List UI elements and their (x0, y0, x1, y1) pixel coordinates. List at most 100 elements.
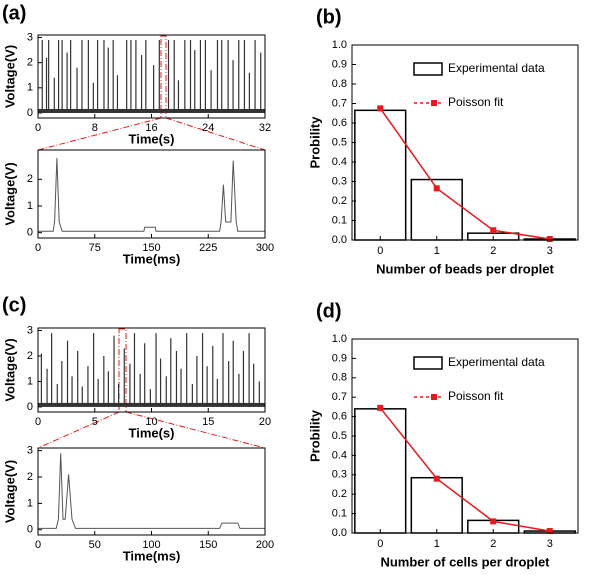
zoom-region (118, 328, 127, 413)
y-tick-label: 0.0 (332, 527, 347, 539)
legend-label: Experimental data (448, 355, 545, 369)
fit-marker (546, 528, 553, 535)
fit-marker (433, 475, 440, 482)
x-tick-label: 3 (547, 538, 553, 550)
y-tick-label: 3 (27, 31, 33, 43)
zoom-connector (37, 117, 162, 151)
panel-label: (b) (316, 6, 342, 28)
panel-label: (d) (316, 300, 342, 322)
fit-line (379, 407, 550, 532)
x-tick-label: 5 (92, 416, 98, 428)
zoom-connector (165, 117, 266, 151)
panel: (d) 0.0 0.1 0.2 0.3 0.4 0.5 0.6 0.7 0.8 0.9 1.0 0 1 2 3… (307, 300, 579, 569)
bar (354, 109, 407, 241)
y-tick-label: 0.0 (332, 234, 347, 246)
y-tick-label: 0 (27, 227, 33, 239)
y-tick-label: 2 (27, 57, 33, 69)
panel: 0 1 2 3 0 50 100 150 200 Time(ms) Voltage(V) (2, 445, 274, 564)
x-tick-label: 0 (35, 242, 41, 254)
y-tick-label: 0 (27, 524, 33, 536)
x-tick-label: 0 (35, 122, 41, 134)
x-tick-label: 100 (142, 539, 160, 551)
x-axis-title: Time(s) (129, 425, 175, 440)
y-tick-label: 0.3 (332, 469, 347, 481)
y-axis-title: Voltage(V) (2, 338, 17, 401)
x-axis-title: Time(ms) (123, 548, 181, 563)
y-tick-label: 2 (27, 173, 33, 185)
y-tick-label: 0.1 (332, 508, 347, 520)
y-tick-label: 0.6 (332, 411, 347, 423)
panel: (a) 0 1 2 3 0 8 16 24 32 Time(s) Voltage(V) (2, 2, 271, 146)
panel-label: (c) (2, 294, 26, 316)
y-tick-label: 0.5 (332, 430, 347, 442)
y-tick-label: 0.6 (332, 117, 347, 129)
x-tick-label: 200 (256, 539, 274, 551)
fit-marker (490, 518, 497, 525)
plot-frame (351, 44, 579, 241)
x-axis-title: Time(s) (129, 131, 175, 146)
legend-label: Poisson fit (448, 389, 504, 403)
y-tick-label: 0.7 (332, 391, 347, 403)
x-tick-label: 3 (547, 245, 553, 257)
y-tick-label: 1 (27, 200, 33, 212)
y-axis-title: Probility (307, 409, 322, 462)
x-axis-title: Number of cells per droplet (380, 554, 550, 569)
legend-swatch (413, 62, 443, 76)
legend-swatch (413, 356, 443, 370)
y-tick-label: 0.4 (332, 449, 347, 461)
y-tick-label: 0 (27, 401, 33, 413)
fit-marker (377, 404, 384, 411)
zoom-connector (125, 411, 266, 449)
x-tick-label: 1 (434, 538, 440, 550)
x-tick-label: 8 (92, 122, 98, 134)
x-tick-label: 0 (35, 539, 41, 551)
zoom-region (160, 35, 167, 119)
y-tick-label: 0.5 (332, 136, 347, 148)
baseline-noise (38, 108, 265, 113)
x-tick-label: 75 (89, 242, 101, 254)
y-tick-label: 0.2 (332, 488, 347, 500)
plot-frame (37, 447, 266, 536)
x-tick-label: 300 (256, 242, 274, 254)
trace (38, 157, 265, 232)
y-tick-label: 1.0 (332, 333, 347, 345)
y-axis-title: Voltage(V) (2, 45, 17, 108)
y-tick-label: 0.9 (332, 58, 347, 70)
plot-frame (37, 34, 266, 119)
panel: 0 1 2 0 75 150 225 300 Time(ms) Voltage(V) (2, 149, 274, 266)
fit-marker (546, 236, 553, 243)
y-tick-label: 2 (27, 471, 33, 483)
x-tick-label: 2 (490, 538, 496, 550)
panel: (c) 0 1 2 3 0 5 10 15 20 Time(s) Voltage(V) (2, 294, 271, 440)
y-tick-label: 0.4 (332, 156, 347, 168)
x-axis-title: Number of beads per droplet (376, 261, 554, 276)
y-tick-label: 0.3 (332, 175, 347, 187)
y-axis-title: Voltage(V) (2, 460, 17, 523)
plot-frame (37, 327, 266, 413)
x-tick-label: 2 (490, 245, 496, 257)
x-tick-label: 50 (89, 539, 101, 551)
x-axis-title: Time(ms) (123, 251, 181, 266)
x-tick-label: 225 (199, 242, 217, 254)
y-tick-label: 0.2 (332, 195, 347, 207)
legend-label: Experimental data (448, 61, 545, 75)
trace (38, 453, 265, 529)
y-axis-title: Voltage(V) (2, 162, 17, 225)
bar (410, 476, 463, 534)
y-tick-label: 0 (27, 107, 33, 119)
x-tick-label: 0 (377, 538, 383, 550)
x-tick-label: 20 (259, 416, 271, 428)
y-axis-title: Probility (307, 116, 322, 169)
y-tick-label: 0.9 (332, 352, 347, 364)
y-tick-label: 1 (27, 497, 33, 509)
x-tick-label: 0 (35, 416, 41, 428)
y-tick-label: 1 (27, 82, 33, 94)
y-tick-label: 0.7 (332, 97, 347, 109)
fit-line (379, 107, 550, 240)
fit-marker (490, 227, 497, 234)
y-tick-label: 3 (27, 324, 33, 336)
y-tick-label: 0.8 (332, 78, 347, 90)
bar (354, 408, 407, 534)
fit-marker (433, 185, 440, 192)
